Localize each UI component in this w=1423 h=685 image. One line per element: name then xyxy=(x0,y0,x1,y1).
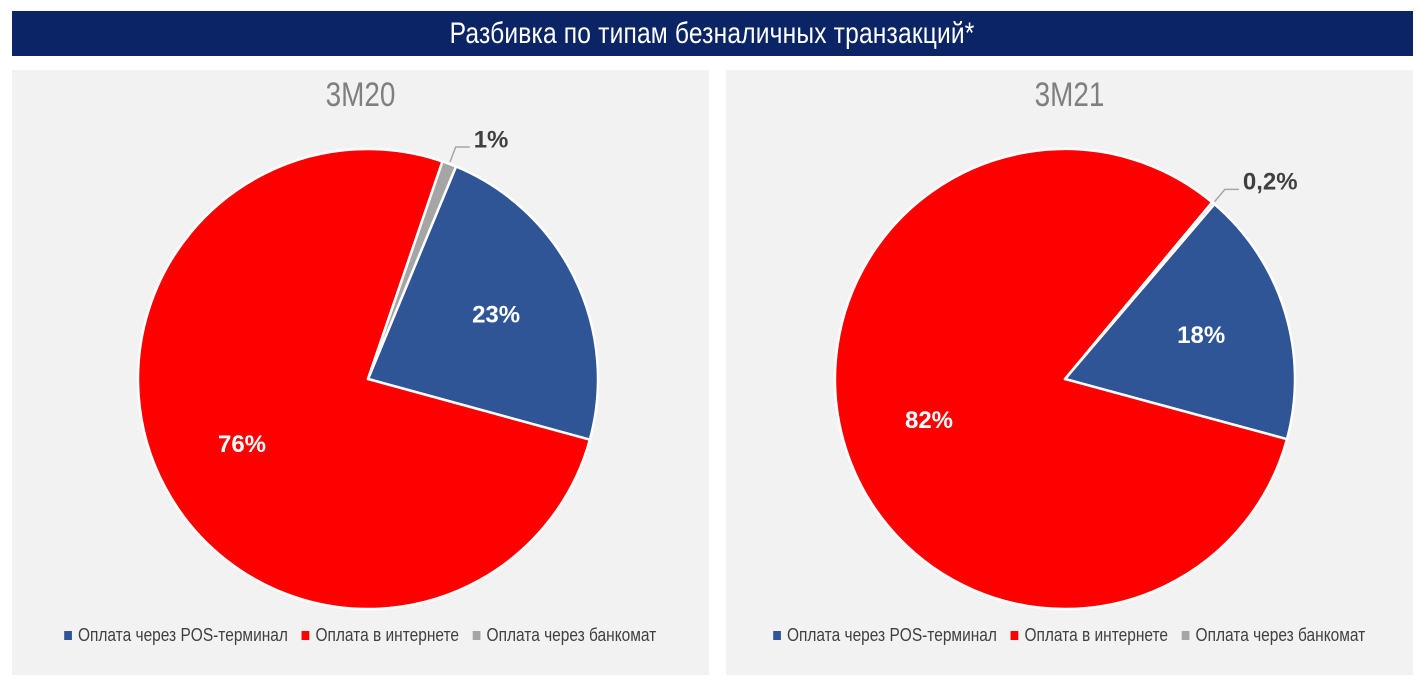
legend-label-internet: Оплата в интернете xyxy=(1024,625,1169,645)
pie-slice-pos xyxy=(1063,202,1297,441)
legend-item-atm: Оплата через банкомат xyxy=(1182,625,1366,646)
legend-item-internet: Оплата в интернете xyxy=(1010,625,1169,646)
data-label: 1% xyxy=(474,126,509,153)
pie-chart-3m20: 23% 76% 1% xyxy=(136,126,600,611)
header-bar: Разбивка по типам безналичных транзакций… xyxy=(12,11,1413,56)
legend-item-pos: Оплата через POS-терминал xyxy=(64,625,288,646)
chart-panel-3m20: 3М20 23% 76% 1% Оплата через POS-терминал … xyxy=(12,70,709,675)
chart-legend: Оплата через POS-терминал Оплата в интер… xyxy=(726,625,1413,646)
legend-item-internet: Оплата в интернете xyxy=(301,625,460,646)
chart-title: 3М20 xyxy=(325,76,396,114)
data-label: 82% xyxy=(905,407,953,434)
data-label: 76% xyxy=(218,431,266,458)
data-label: 18% xyxy=(1177,322,1225,349)
legend-swatch-internet xyxy=(1010,631,1019,640)
legend-label-atm: Оплата через банкомат xyxy=(1195,625,1366,645)
chart-title: 3М21 xyxy=(1034,76,1105,114)
chart-panel-3m21: 3М21 18% 82% 0,2% Оплата через POS-термина… xyxy=(726,70,1413,675)
legend-label-pos: Оплата через POS-терминал xyxy=(787,625,998,645)
data-label: 23% xyxy=(472,302,520,329)
page-title: Разбивка по типам безналичных транзакций… xyxy=(450,16,975,50)
legend-swatch-internet xyxy=(301,631,310,640)
leader-line xyxy=(449,146,470,163)
legend-label-pos: Оплата через POS-терминал xyxy=(78,625,289,645)
leader-line xyxy=(1214,188,1239,203)
pie-slice-pos xyxy=(366,165,600,441)
pie-chart-3m21: 18% 82% 0,2% xyxy=(833,147,1298,611)
legend-label-internet: Оплата в интернете xyxy=(315,625,460,645)
legend-item-pos: Оплата через POS-терминал xyxy=(773,625,997,646)
pie-slice-atm xyxy=(366,160,458,381)
chart-legend: Оплата через POS-терминал Оплата в интер… xyxy=(12,625,709,646)
legend-swatch-atm xyxy=(1182,631,1190,640)
legend-swatch-pos xyxy=(773,631,782,640)
legend-label-atm: Оплата через банкомат xyxy=(486,625,657,645)
data-label: 0,2% xyxy=(1243,169,1298,196)
legend-item-atm: Оплата через банкомат xyxy=(473,625,657,646)
pie-slice-atm xyxy=(1063,201,1216,381)
legend-swatch-pos xyxy=(64,631,73,640)
pie-slice-internet xyxy=(136,147,592,611)
pie-slice-internet xyxy=(833,147,1289,611)
legend-swatch-atm xyxy=(473,631,481,640)
